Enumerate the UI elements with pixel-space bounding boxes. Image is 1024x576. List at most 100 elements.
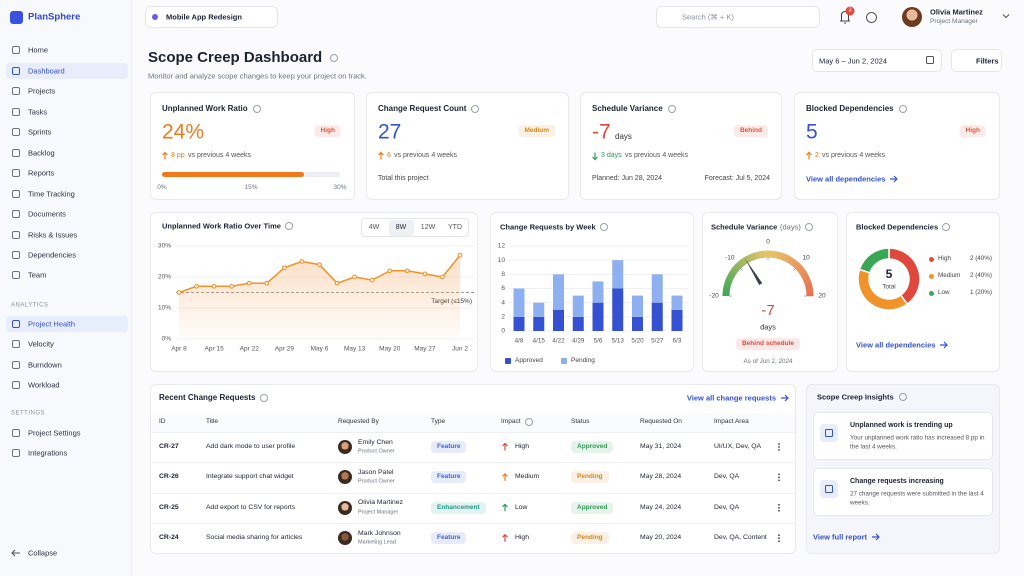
legend-value: 2 (40%)	[969, 255, 992, 263]
link[interactable]: View all dependencies	[806, 174, 886, 184]
row-menu	[778, 443, 780, 445]
nav-item[interactable]: Home	[28, 45, 49, 55]
range-tab[interactable]: 8W	[395, 223, 407, 231]
bar-segment	[553, 309, 564, 331]
gauge-tick	[740, 268, 743, 271]
row-menu	[778, 540, 780, 543]
kpi-title: Blocked Dependencies	[806, 104, 894, 114]
project-picker[interactable]	[145, 6, 278, 28]
info-icon	[525, 418, 533, 426]
nav-item[interactable]: Documents	[28, 209, 66, 219]
range-tab[interactable]: 4W	[368, 223, 380, 231]
insight-icon	[820, 424, 838, 442]
bar-segment	[592, 302, 604, 331]
nav-item[interactable]: Reports	[28, 168, 55, 178]
nav-item[interactable]: Project Settings	[28, 428, 81, 438]
nav-item[interactable]: Workload	[28, 380, 60, 390]
column-header: Type	[431, 418, 446, 426]
nav-item[interactable]: Sprints	[28, 127, 52, 137]
row-divider	[151, 432, 795, 433]
point	[246, 280, 252, 286]
collapse[interactable]: Collapse	[28, 548, 58, 558]
trend-arrow	[502, 442, 508, 451]
nav-icon	[12, 360, 20, 369]
help-icon[interactable]	[866, 12, 877, 23]
nav-item[interactable]: Dependencies	[28, 250, 76, 260]
nav-item[interactable]: Time Tracking	[28, 189, 75, 199]
gauge-tick-label: 0	[766, 239, 770, 246]
legend-dot	[929, 290, 934, 296]
y-tick-label: 20%	[158, 274, 171, 281]
point	[369, 277, 375, 283]
x-tick-label: 5/20	[631, 338, 644, 345]
area	[179, 255, 460, 339]
search-box[interactable]	[656, 6, 820, 28]
insight-glyph	[825, 485, 833, 493]
gauge-band	[728, 269, 737, 277]
gauge-tick-label: -10	[725, 255, 735, 262]
nav-item[interactable]: Integrations	[28, 448, 68, 458]
donut-total-label: Total	[882, 284, 895, 291]
nav-item[interactable]: Projects	[28, 86, 56, 96]
cell-area: Dev, QA	[714, 503, 740, 511]
nav-item[interactable]: Project Health	[28, 319, 76, 329]
cell-role: Project Manager	[358, 509, 399, 516]
nav-item[interactable]: Team	[28, 270, 47, 280]
gauge-band	[723, 281, 732, 289]
link[interactable]: View all change requests	[686, 393, 776, 403]
kpi-delta: 2	[815, 151, 819, 159]
filters-button[interactable]	[951, 49, 1002, 72]
trend-arrow	[502, 473, 508, 481]
arrow-icon	[940, 341, 948, 349]
row-menu	[778, 509, 780, 512]
info-icon	[330, 54, 338, 62]
legend-swatch	[561, 358, 567, 364]
link[interactable]: View full report	[813, 532, 868, 542]
nav-item[interactable]: Velocity	[28, 339, 54, 349]
x-tick-label: 5/13	[612, 338, 625, 345]
section-label: ANALYTICS	[11, 302, 49, 309]
nav-item[interactable]: Dashboard	[28, 66, 65, 76]
chart-title: Schedule Variance	[711, 222, 778, 232]
gauge-unit: days	[760, 322, 776, 332]
kpi-planned: Planned: Jun 28, 2024	[592, 174, 663, 182]
range-tab[interactable]: YTD	[448, 223, 462, 231]
point	[299, 259, 305, 264]
gauge-band	[796, 265, 805, 274]
gauge-band	[803, 277, 812, 285]
link[interactable]: View all dependencies	[856, 340, 936, 350]
gauge-tick	[793, 268, 796, 271]
nav-item[interactable]: Risks & Issues	[28, 230, 78, 240]
point	[211, 283, 217, 289]
point	[176, 290, 182, 295]
legend-value: 1 (20%)	[969, 289, 992, 297]
kpi-unit: days	[615, 132, 632, 142]
nav-icon	[12, 320, 20, 328]
nav-item[interactable]: Tasks	[28, 107, 48, 117]
date-picker[interactable]	[812, 49, 942, 72]
y-tick-label: 0%	[162, 336, 172, 343]
bar-segment	[592, 281, 604, 303]
donut-slice	[858, 247, 890, 274]
insight-box	[813, 468, 993, 516]
gauge-band	[722, 286, 731, 293]
nav-item[interactable]: Backlog	[28, 148, 55, 158]
point	[334, 280, 340, 286]
cell-impact: Medium	[515, 473, 540, 481]
user-role: Project Manager	[930, 18, 978, 26]
kpi-delta-text: vs previous 4 weeks	[822, 151, 886, 159]
range-tab[interactable]: 12W	[420, 223, 436, 231]
cell-id: CR-25	[159, 503, 179, 511]
requester-avatar	[338, 531, 352, 546]
insight-box	[813, 412, 993, 460]
trend-arrow	[162, 151, 168, 160]
gauge-band	[779, 252, 787, 261]
nav-item[interactable]: Burndown	[28, 360, 62, 370]
trend-arrow	[806, 151, 812, 160]
y-tick-label: 0	[501, 328, 505, 335]
cell-date: May 31, 2024	[640, 442, 682, 450]
kpi-card	[580, 92, 782, 200]
insight-text: 27 change requests were submitted in the…	[850, 490, 984, 507]
avatar	[902, 7, 922, 27]
nav-icon	[12, 449, 20, 458]
